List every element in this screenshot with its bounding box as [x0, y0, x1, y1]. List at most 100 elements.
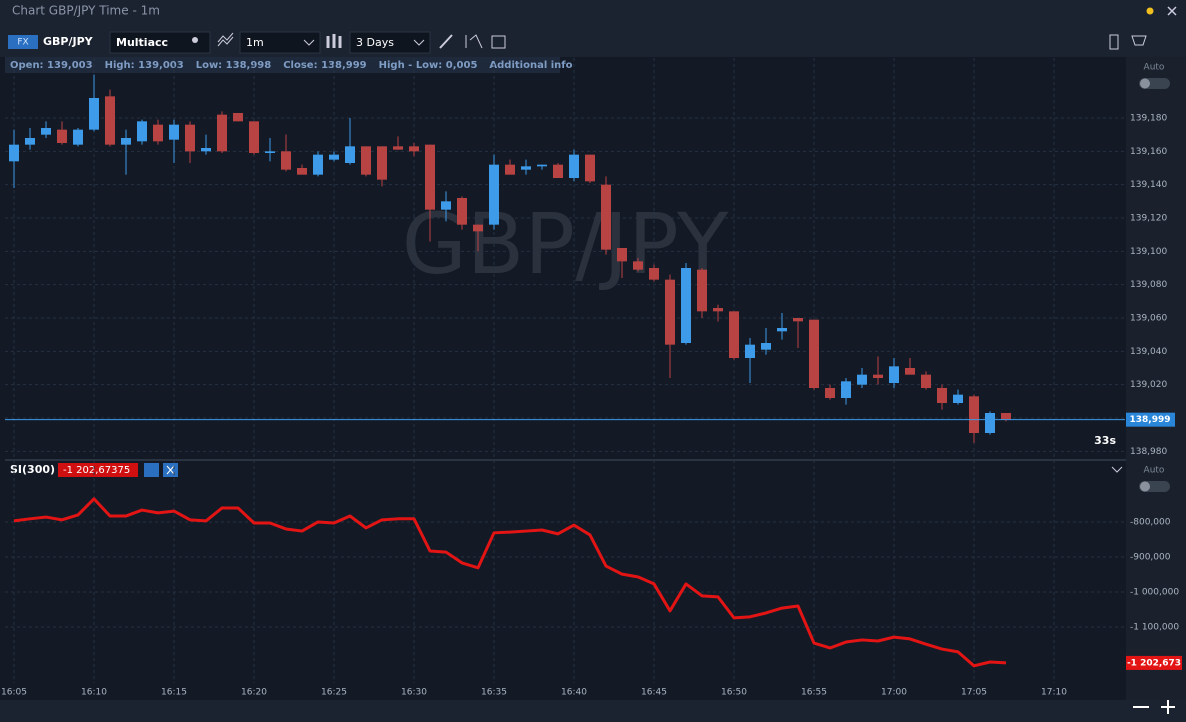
- candle-body: [777, 328, 787, 332]
- candle-body: [985, 413, 995, 433]
- tools-icon[interactable]: [465, 34, 483, 49]
- candle-body: [393, 146, 403, 150]
- title-bar: [0, 0, 1186, 22]
- candle-body: [921, 374, 931, 388]
- candle-body: [9, 144, 19, 162]
- cart-icon[interactable]: [1131, 35, 1147, 46]
- indicator-icon[interactable]: [217, 32, 234, 47]
- x-tick-label: 16:05: [1, 688, 27, 698]
- pane-divider: [5, 459, 1126, 461]
- candle-body: [473, 224, 483, 232]
- draw-icon[interactable]: [439, 34, 453, 49]
- chart-type-icon[interactable]: [326, 34, 342, 48]
- indicator-name: SI(300): [10, 463, 55, 476]
- candle-body: [841, 381, 851, 398]
- candle-body: [617, 248, 627, 262]
- y-tick-label: -1 100,000: [1130, 622, 1179, 632]
- candle-body: [105, 96, 115, 145]
- y-tick-label: 139,140: [1130, 180, 1167, 190]
- last-value-box: [1126, 655, 1182, 670]
- candle-body: [873, 374, 883, 378]
- candle-body: [281, 151, 291, 170]
- candle-body: [665, 279, 675, 345]
- candle-body: [297, 168, 307, 175]
- account-icon: [192, 37, 198, 43]
- x-tick-label: 16:15: [161, 688, 187, 698]
- candle-body: [969, 396, 979, 433]
- info-item: High - Low: 0,005: [379, 60, 478, 71]
- toggle-knob: [1140, 78, 1150, 89]
- candle-body: [249, 121, 259, 153]
- x-tick-label: 16:10: [81, 688, 107, 698]
- si-line: [13, 497, 1007, 668]
- dropdown-arrow: [303, 39, 315, 46]
- current-price-box: [1126, 412, 1175, 427]
- indicator-header: [5, 461, 1126, 480]
- candle-body: [425, 144, 435, 210]
- candle-body: [809, 319, 819, 388]
- indicator-value: -1 202,67375: [63, 465, 130, 476]
- candle-body: [681, 268, 691, 343]
- candle-body: [89, 98, 99, 130]
- account-select[interactable]: [109, 31, 211, 54]
- y-tick-label: 139,020: [1130, 380, 1167, 390]
- candle-body: [937, 388, 947, 403]
- y-tick-label: -1 000,000: [1130, 587, 1179, 597]
- candle-body: [585, 154, 595, 182]
- x-tick-label: 17:10: [1041, 688, 1067, 698]
- y-tick-label: 139,160: [1130, 147, 1167, 157]
- candle-body: [601, 184, 611, 250]
- info-item: Close: 138,999: [283, 60, 366, 71]
- candle-body: [889, 366, 899, 383]
- range-select[interactable]: [349, 31, 431, 54]
- y-tick-label: 139,120: [1130, 214, 1167, 224]
- eye-button[interactable]: [144, 463, 159, 477]
- candle-body: [57, 129, 67, 143]
- candle-body: [729, 311, 739, 358]
- candle-body: [793, 318, 803, 322]
- info-bar: [5, 57, 560, 73]
- y-tick-label: -800,000: [1130, 517, 1171, 527]
- y-tick-label: 139,040: [1130, 347, 1167, 357]
- zoom-in[interactable]: [1161, 700, 1175, 714]
- x-tick-label: 17:05: [961, 688, 987, 698]
- candle-body: [41, 128, 51, 135]
- auto-label: Auto: [1144, 466, 1165, 476]
- candle-body: [457, 198, 467, 225]
- y-tick-label: 139,100: [1130, 247, 1167, 257]
- last-value-label: -1 202,673: [1127, 658, 1181, 668]
- fx-badge-text: FX: [17, 38, 28, 48]
- y-tick-label: 139,180: [1130, 114, 1167, 124]
- remove-icon: [166, 465, 175, 475]
- timeframe-select[interactable]: [239, 31, 321, 54]
- additional-info[interactable]: Additional info: [489, 60, 572, 71]
- info-item: Low: 138,998: [196, 60, 272, 71]
- status-dot: [1146, 7, 1154, 15]
- template-icon[interactable]: [491, 35, 506, 49]
- candle-body: [201, 148, 211, 152]
- candle-body: [857, 374, 867, 385]
- account: Multiacc: [116, 36, 168, 49]
- candle-body: [345, 146, 355, 163]
- x-tick-label: 16:25: [321, 688, 347, 698]
- candle-body: [153, 124, 163, 142]
- auto-label: Auto: [1144, 63, 1165, 73]
- range: 3 Days: [356, 36, 394, 49]
- candle-body: [137, 121, 147, 142]
- info-item: Open: 139,003: [10, 60, 93, 71]
- candle-body: [633, 261, 643, 270]
- candle-body: [761, 343, 771, 350]
- export-icon[interactable]: [1109, 34, 1119, 50]
- candle-body: [25, 138, 35, 145]
- collapse-icon[interactable]: [1111, 466, 1123, 473]
- candle-body: [329, 154, 339, 160]
- y-tick-label: -900,000: [1130, 552, 1171, 562]
- symbol[interactable]: GBP/JPY: [43, 35, 94, 48]
- candle-body: [569, 154, 579, 178]
- x-tick-label: 16:50: [721, 688, 747, 698]
- y-tick-label: 138,980: [1130, 447, 1167, 457]
- close-button[interactable]: [1167, 6, 1177, 16]
- current-price-label: 138,999: [1130, 415, 1171, 425]
